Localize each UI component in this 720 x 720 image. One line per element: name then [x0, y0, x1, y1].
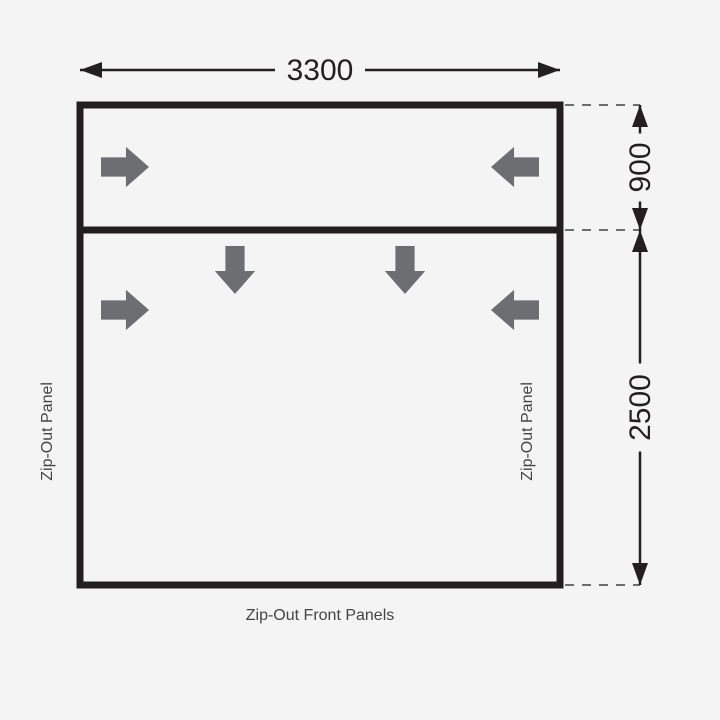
label-bottom-panel: Zip-Out Front Panels [246, 607, 395, 624]
dim-lower-height: 2500 [624, 374, 657, 441]
label-right-panel: Zip-Out Panel [519, 382, 536, 481]
label-left-panel: Zip-Out Panel [39, 382, 56, 481]
dim-upper-height: 900 [624, 142, 657, 192]
dim-width: 3300 [287, 54, 354, 87]
dimension-diagram: 3300 900 2500 Zip-Out Panel Zip-Out Panel Zip… [0, 0, 720, 720]
